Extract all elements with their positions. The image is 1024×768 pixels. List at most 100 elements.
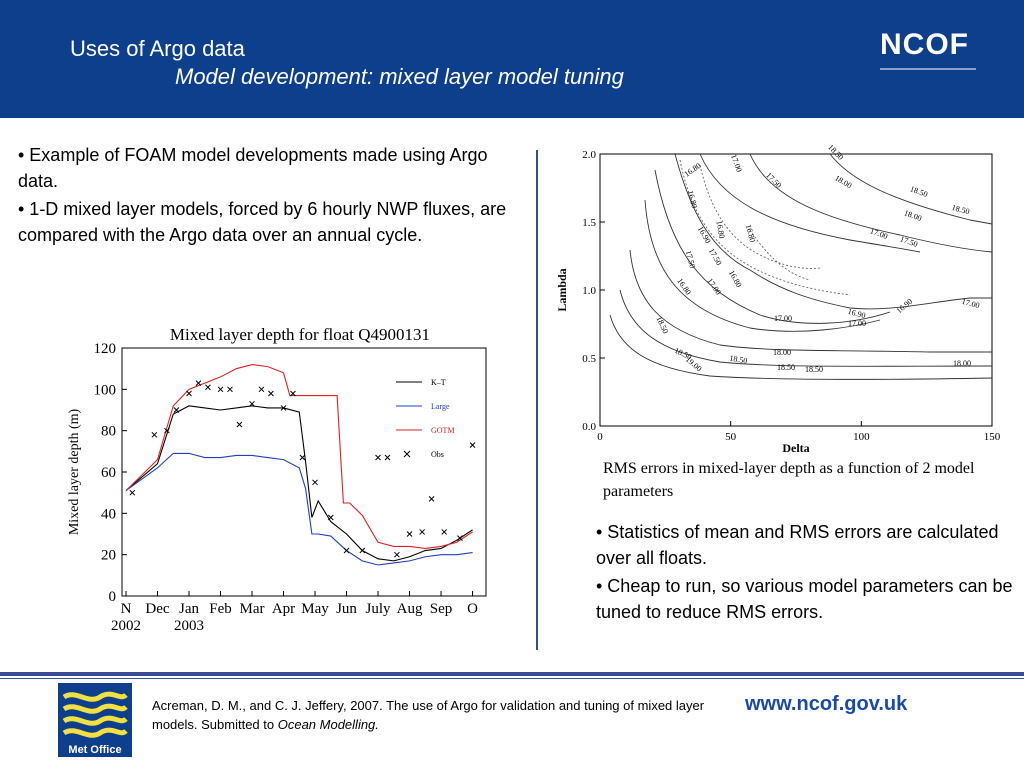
obs-point [249,400,255,407]
contour-label: 18.50 [654,315,670,335]
obs-point [428,496,435,502]
x-tick-sublabel: 2002 [111,618,141,634]
obs-point [217,386,224,393]
legend-label: Large [431,402,450,411]
x-tick-label: 100 [853,431,870,443]
contour-label: 16.80 [675,277,693,297]
obs-point [469,442,476,448]
x-tick-label: Jan [179,601,199,617]
legend-label: Obs [431,450,444,459]
bullet-item: • Cheap to run, so various model paramet… [596,576,1013,622]
y-tick-label: 40 [101,506,116,522]
x-tick-label: Aug [397,601,423,617]
obs-point [312,479,318,486]
contour-line [644,199,881,332]
contour-label: 18.00 [953,359,971,368]
contour-label: 16.90 [696,225,713,245]
y-axis-label: Mixed layer depth (m) [67,408,82,535]
ncof-logo: NCOF [880,28,969,61]
y-tick-label: 0.5 [582,353,596,365]
y-tick-label: 120 [94,341,117,357]
logo-underline [880,68,976,70]
obs-point [186,390,192,397]
obs-point [236,421,243,428]
footer-divider [0,672,1024,676]
obs-point [359,547,366,554]
contour-line [654,169,891,324]
contour-line [749,153,993,253]
right-bullet-list: • Statistics of mean and RMS errors are … [596,519,1016,627]
met-office-logo: Met Office [58,683,132,757]
series-line-kt [125,405,473,562]
contour-dotted-lines [679,159,851,296]
x-ticks: 0 50 100 150 [597,421,1001,443]
contour-label: 16.80 [686,189,699,209]
x-tick-label: Jun [336,601,357,617]
obs-point [151,431,158,438]
y-axis-label: Lambda [555,268,569,311]
met-office-logo-text: Met Office [68,744,121,756]
y-tick-label: 0.0 [582,421,596,433]
contour-line [679,159,851,296]
x-tick-label: Mar [240,601,265,617]
obs-point [280,405,287,411]
contour-label: 17.00 [729,153,744,173]
x-tick-label: Feb [209,601,232,617]
series-line-large [125,452,473,566]
contour-label: 17.00 [705,277,723,297]
y-tick-label: 0 [109,589,117,605]
obs-point [227,386,233,393]
obs-point [441,529,448,535]
reference-body: Acreman, D. M., and C. J. Jeffery, 2007.… [152,698,705,732]
y-tick-label: 1.0 [582,285,596,297]
obs-point [129,489,136,496]
contour-line [619,289,993,367]
x-tick-label: 0 [597,431,603,443]
obs-point [258,386,265,393]
y-tick-label: 60 [101,465,116,481]
contour-line [749,229,811,281]
contour-line [674,153,992,310]
legend-label: K–T [431,378,446,387]
contour-line [829,153,993,225]
contour-line [699,164,821,269]
x-tick-label: O [467,601,478,617]
y-tick-label: 100 [94,382,117,398]
obs-point [406,531,413,537]
obs-point [290,390,296,397]
website-link[interactable]: www.ncof.gov.uk [745,693,908,715]
obs-point [327,514,334,521]
contour-lines [609,153,993,380]
series-group [125,363,476,566]
reference-text: Acreman, D. M., and C. J. Jeffery, 2007.… [152,696,732,734]
slide-title: Uses of Argo data [70,36,245,61]
obs-point [195,380,202,386]
chart-title: Mixed layer depth for float Q4900131 [170,325,430,344]
contour-label: 18.50 [826,143,845,162]
contour-label: 18.00 [773,348,791,357]
obs-point [384,454,391,461]
obs-point [457,535,463,541]
footer-divider-thin [0,678,1024,679]
obs-point [343,547,350,554]
contour-line [699,153,921,253]
contour-label: 16.80 [683,161,703,179]
x-tick-label: Sep [430,601,453,617]
obs-point [205,384,211,391]
x-tick-label: May [301,601,329,617]
y-tick-label: 1.5 [582,217,596,229]
x-tick-sublabel: 2003 [174,618,204,634]
contour-label: 18.50 [729,354,748,366]
x-tick-label: 150 [984,431,1001,443]
obs-point [173,407,180,413]
x-axis-label: Delta [782,441,809,455]
plot-frame [599,153,993,427]
contour-label: 16.80 [714,220,726,239]
contour-label: 16.80 [727,269,744,289]
x-tick-label: Apr [272,601,295,617]
y-tick-label: 20 [101,548,116,564]
contour-label: 18.50 [805,365,823,374]
x-tick-label: Dec [145,601,169,617]
contour-label: 18.50 [951,203,971,216]
contour-label: 17.00 [848,319,866,328]
